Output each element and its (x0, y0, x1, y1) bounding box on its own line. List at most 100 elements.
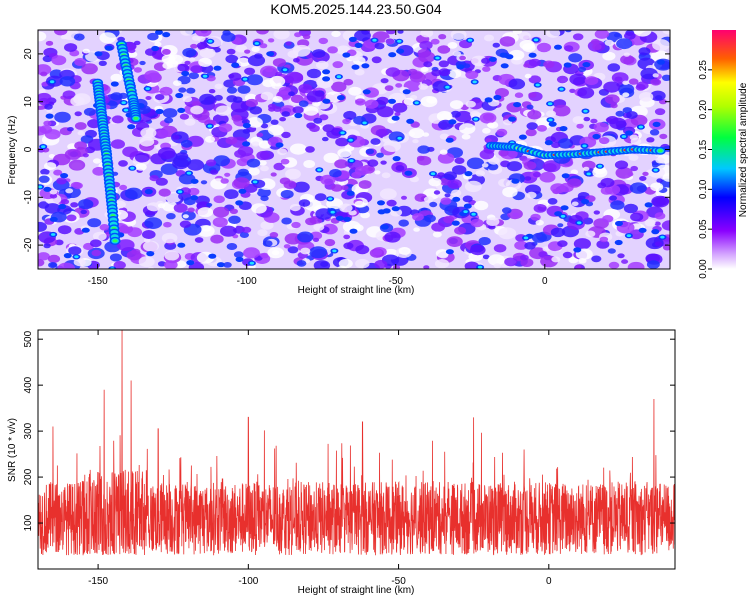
heatmap-cell (396, 48, 405, 54)
heatmap-y-axis-label: Frequency (Hz) (7, 116, 18, 185)
heatmap-cell (650, 182, 664, 192)
heatmap-cell (474, 200, 489, 211)
heatmap-cell (548, 118, 553, 122)
heatmap-cell (187, 159, 205, 171)
heatmap-cell (306, 90, 325, 103)
heatmap-cell (312, 49, 326, 58)
heatmap-cell (303, 106, 319, 116)
heatmap-cell (225, 136, 238, 145)
heatmap-cell (533, 38, 539, 42)
heatmap-cell (207, 124, 212, 128)
heatmap-cell (388, 98, 396, 104)
heatmap-cell (485, 138, 492, 143)
heatmap-cell (628, 154, 639, 161)
heatmap-cell (376, 152, 384, 158)
heatmap-cell (322, 76, 331, 82)
heatmap-cell (172, 157, 190, 170)
heatmap-cell (448, 119, 457, 125)
heatmap-cell (269, 75, 286, 87)
snr-x-axis-label: Height of straight line (km) (298, 585, 415, 596)
heatmap-cell (242, 141, 251, 147)
heatmap-cell (629, 182, 647, 194)
heatmap-cell (189, 57, 196, 62)
heatmap-cell (365, 148, 375, 155)
heatmap-cell (306, 68, 322, 79)
heatmap-cell (614, 160, 629, 170)
heatmap-cell (244, 49, 251, 54)
heatmap-cell (208, 253, 217, 259)
heatmap-cell (602, 215, 614, 223)
heatmap-cell (285, 168, 301, 180)
heatmap-cell (162, 48, 171, 55)
heatmap-cell (482, 127, 491, 134)
heatmap-cell (273, 106, 282, 112)
heatmap-cell (578, 258, 587, 264)
heatmap-cell (146, 251, 155, 257)
heatmap-cell (654, 241, 663, 247)
x-tick-label: -100 (238, 576, 258, 587)
heatmap-cell (452, 50, 461, 57)
heatmap-cell (309, 124, 320, 132)
heatmap-cell (438, 251, 449, 259)
heatmap-cell (592, 133, 601, 140)
heatmap-cell (281, 131, 291, 139)
heatmap-cell (266, 51, 275, 57)
heatmap-cell (372, 38, 377, 42)
heatmap-cell (222, 30, 231, 36)
heatmap-cell (302, 34, 311, 40)
heatmap-cell (523, 161, 537, 170)
heatmap-cell (638, 227, 647, 233)
heatmap-cell (343, 242, 354, 250)
heatmap-cell (293, 58, 300, 63)
heatmap-cell (236, 57, 251, 67)
heatmap-cell (186, 171, 192, 175)
heatmap-cell (226, 48, 236, 55)
heatmap-cell (138, 256, 155, 268)
heatmap-cell (578, 66, 587, 72)
heatmap-cell (348, 86, 362, 96)
heatmap-cell (327, 46, 338, 54)
heatmap-cell (638, 47, 651, 56)
heatmap-cell (528, 75, 542, 84)
heatmap-cell (44, 203, 61, 214)
heatmap-cell (224, 172, 231, 177)
heatmap-cell (652, 39, 670, 51)
heatmap-cell (332, 61, 344, 69)
heatmap-cell (438, 68, 451, 77)
heatmap-cell (551, 142, 561, 149)
heatmap-cell (437, 45, 451, 54)
heatmap-cell (78, 199, 94, 210)
heatmap-cell (155, 30, 163, 35)
heatmap-cell (367, 159, 379, 167)
heatmap-cell (80, 209, 87, 215)
heatmap-cell (514, 240, 528, 250)
heatmap-cell (617, 253, 625, 259)
heatmap-cell (349, 228, 358, 234)
heatmap-cell (46, 108, 53, 113)
heatmap-cell (82, 153, 89, 158)
colorbar: 0.00 0.05 0.10 0.15 0.20 0.25 Normalized spec… (698, 30, 749, 279)
heatmap-cell (317, 168, 322, 172)
heatmap-cell (438, 60, 449, 68)
heatmap-cell (262, 240, 273, 247)
heatmap-cell (335, 215, 344, 221)
heatmap-cell (38, 175, 50, 183)
heatmap-cell (228, 215, 241, 224)
heatmap-cell (514, 92, 524, 98)
heatmap-cell (242, 77, 248, 81)
heatmap-cell (139, 136, 155, 147)
heatmap-cell (216, 262, 225, 268)
heatmap-cell (499, 52, 508, 58)
heatmap-cell (500, 63, 509, 69)
snr-panel: -150 -100 -50 0 100 200 300 400 500 Height of s… (7, 329, 676, 596)
heatmap-cell (621, 135, 627, 138)
heatmap-cell (608, 261, 620, 269)
heatmap-cell (118, 92, 128, 99)
y-tick-label: 200 (23, 468, 34, 485)
heatmap-cell (41, 145, 46, 149)
heatmap-cell (226, 86, 238, 94)
heatmap-cell (38, 221, 47, 232)
heatmap-cell (155, 94, 165, 101)
heatmap-cell (260, 195, 269, 202)
heatmap-cell (145, 96, 152, 100)
